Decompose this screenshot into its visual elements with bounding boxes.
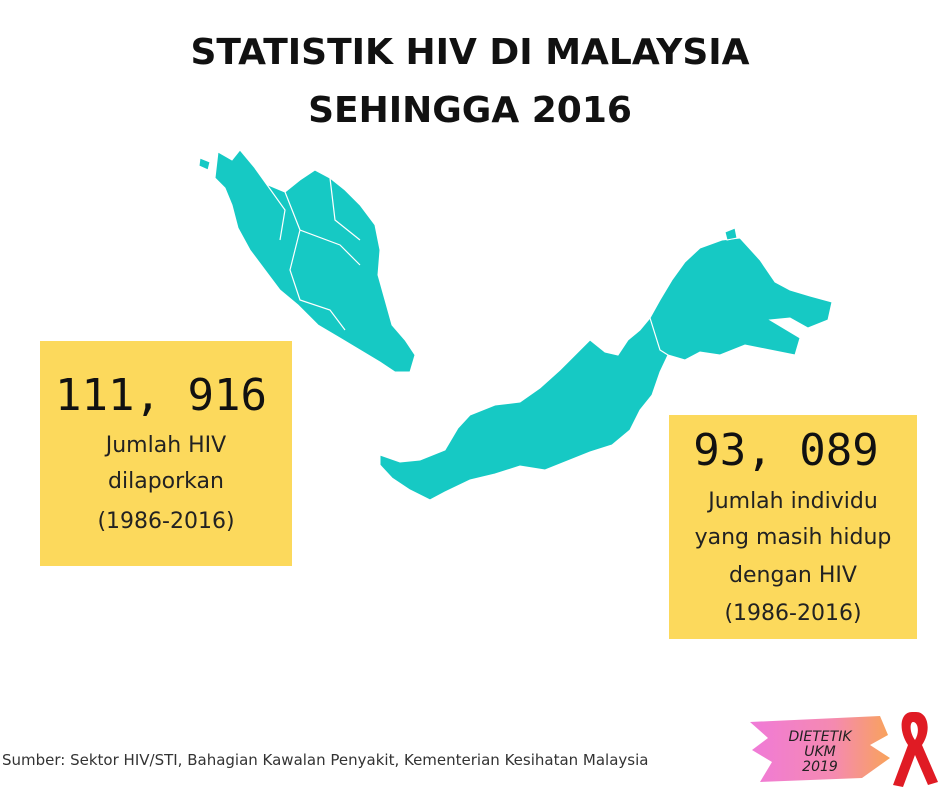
source: Sumber: Sektor HIV/STI, Bahagian Kawalan… <box>2 751 648 769</box>
title-line: STATISTIK HIV DI MALAYSIA <box>190 32 749 73</box>
stat-box <box>40 341 292 566</box>
stat-text: Jumlah HIV <box>104 433 226 458</box>
stat-text: (1986-2016) <box>97 509 234 534</box>
state-borders <box>254 167 669 356</box>
stat-text: dilaporkan <box>108 469 224 494</box>
ribbon <box>893 712 938 787</box>
stat-number: 111, 916 <box>55 370 267 421</box>
island <box>198 157 211 171</box>
island <box>724 227 738 241</box>
stat-number: 93, 089 <box>693 425 878 476</box>
title-line: SEHINGGA 2016 <box>308 90 632 131</box>
logo-text: DIETETIK <box>788 729 853 745</box>
peninsular-malaysia <box>214 149 416 373</box>
stat-text: yang masih hidup <box>695 525 892 550</box>
logo-text: UKM <box>804 744 836 760</box>
stat-text: dengan HIV <box>729 563 857 588</box>
logo-text: 2019 <box>802 759 838 775</box>
east-malaysia <box>379 237 833 501</box>
map <box>198 149 833 501</box>
logo-brush <box>750 716 890 782</box>
stat-box <box>669 415 917 639</box>
stat-text: Jumlah individu <box>706 489 878 514</box>
stat-text: (1986-2016) <box>724 601 861 626</box>
